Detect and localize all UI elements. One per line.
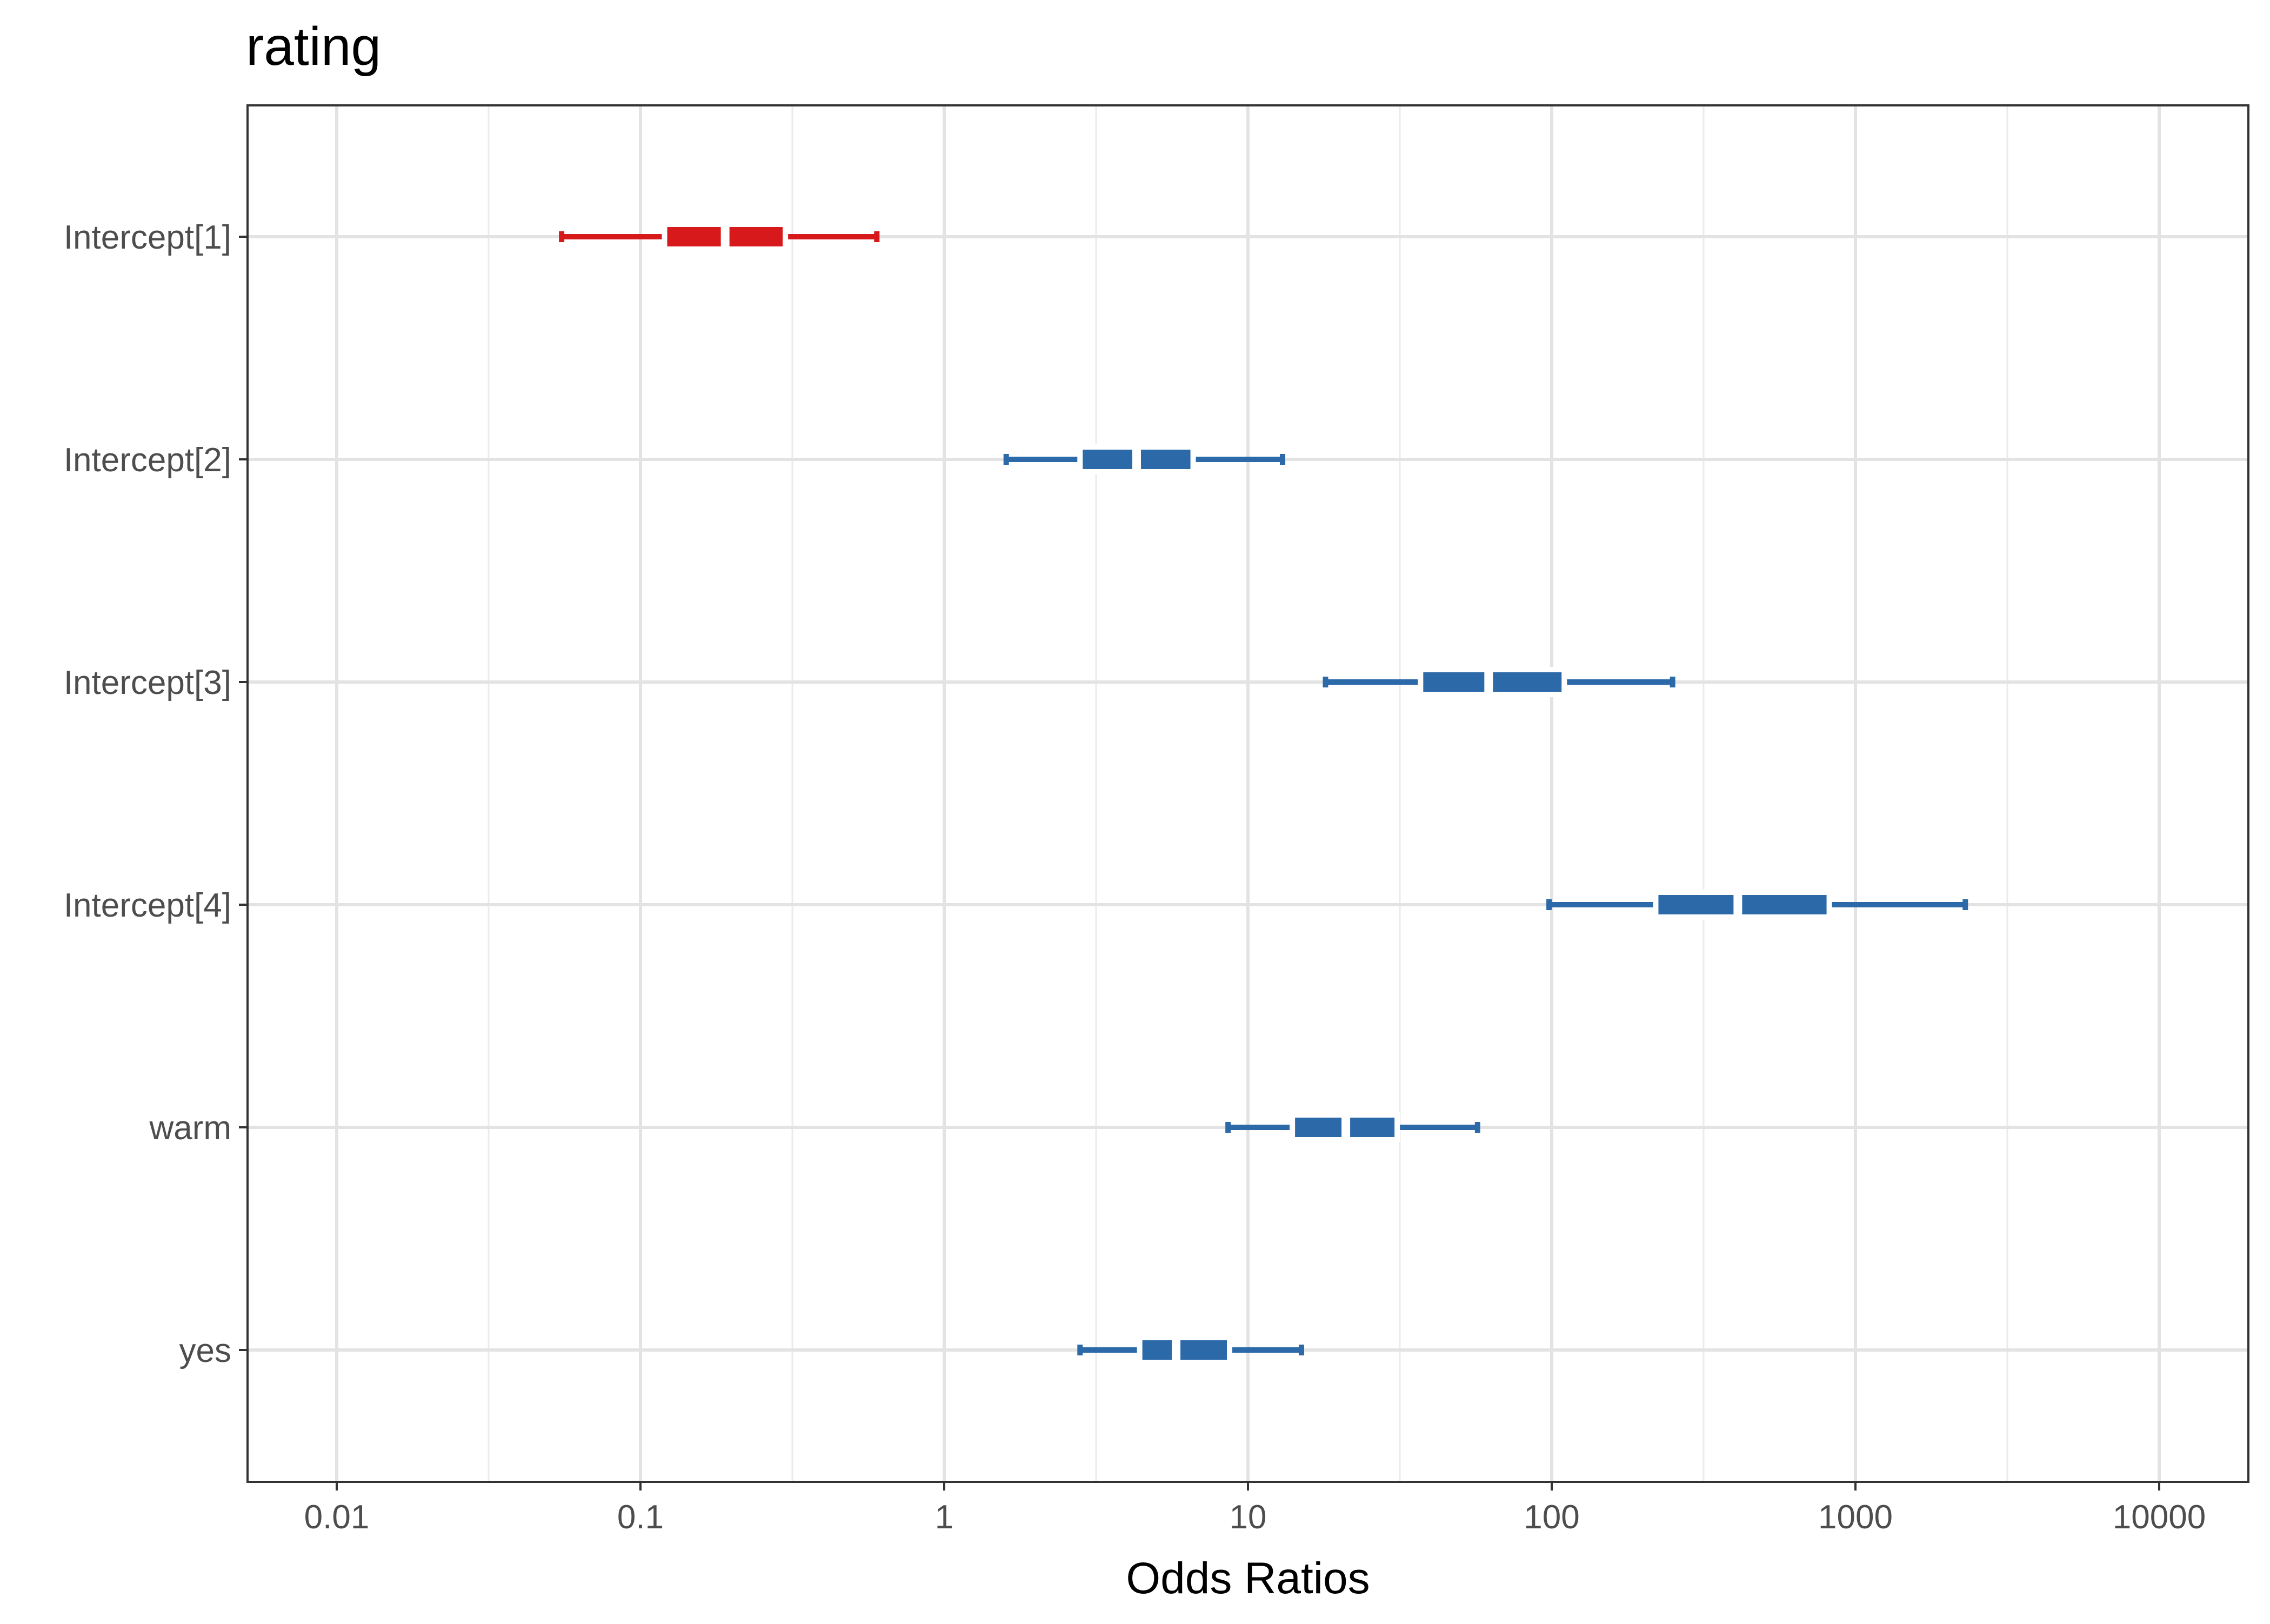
x-tick-label: 10 — [1230, 1499, 1267, 1536]
inner-interval-box — [1137, 1335, 1233, 1365]
grid-lines — [248, 105, 2248, 1482]
x-axis: 0.01 0.1 1 10 100 1000 10000 — [304, 1482, 2206, 1536]
y-tick-label: Intercept[3] — [64, 664, 231, 701]
estimate-group — [1003, 444, 1286, 474]
y-tick-label: Intercept[2] — [64, 442, 231, 479]
estimate-group — [1225, 1112, 1480, 1142]
y-tick-label: yes — [179, 1332, 231, 1369]
x-axis-title: Odds Ratios — [1126, 1554, 1370, 1603]
estimate-marks — [559, 222, 1968, 1365]
chart-title: rating — [246, 16, 381, 77]
estimate-group — [1077, 1335, 1304, 1365]
estimate-group — [559, 222, 880, 252]
y-tick-label: Intercept[1] — [64, 219, 231, 256]
x-tick-label: 0.01 — [304, 1499, 370, 1536]
y-tick-label: Intercept[4] — [64, 887, 231, 924]
x-tick-label: 1 — [935, 1499, 953, 1536]
x-tick-label: 100 — [1524, 1499, 1579, 1536]
estimate-group — [1546, 890, 1968, 920]
inner-interval-box — [1653, 890, 1832, 920]
x-tick-label: 0.1 — [617, 1499, 664, 1536]
estimate-group — [1323, 667, 1675, 697]
y-axis: Intercept[1] Intercept[2] Intercept[3] Inte… — [64, 219, 248, 1369]
x-tick-label: 10000 — [2113, 1499, 2206, 1536]
x-tick-label: 1000 — [1818, 1499, 1893, 1536]
y-tick-label: warm — [149, 1110, 231, 1147]
